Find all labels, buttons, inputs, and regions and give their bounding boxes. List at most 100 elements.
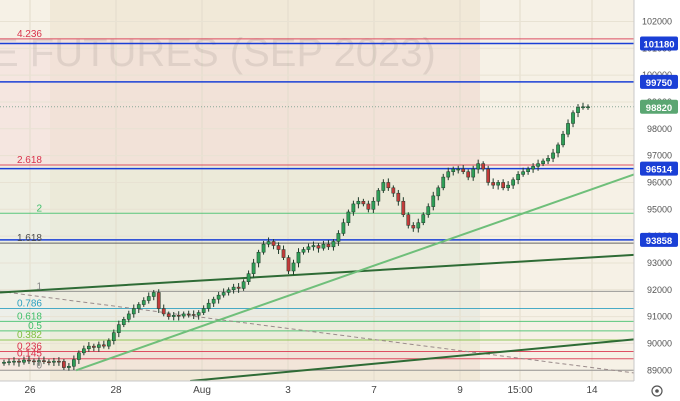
candle [32, 360, 36, 363]
candle [481, 163, 486, 170]
fib-label: 0 [36, 360, 42, 371]
candle [296, 251, 301, 264]
fib-label: 0.236 [17, 341, 42, 352]
price-tick-label: 89000 [647, 365, 672, 375]
fib-label: 0.618 [17, 311, 42, 322]
trendline [190, 338, 635, 382]
fib-zone [0, 351, 480, 359]
price-tick-label: 91000 [647, 312, 672, 322]
candle [181, 313, 186, 317]
candle [261, 243, 266, 253]
candle [121, 319, 126, 325]
candle [201, 308, 206, 313]
candle [326, 243, 331, 248]
fib-label: 1 [36, 281, 42, 292]
candle [221, 292, 226, 296]
price-badge-label: 98820 [646, 103, 672, 114]
dashed-trendline [0, 290, 635, 374]
candle [336, 233, 341, 242]
date-tick-label: 26 [24, 385, 36, 396]
candle [136, 304, 141, 309]
fib-zone [0, 165, 480, 214]
candle [37, 360, 41, 362]
candle [366, 203, 371, 210]
candle [536, 163, 540, 167]
candle [496, 182, 501, 186]
candle [206, 302, 211, 309]
price-badge [640, 99, 678, 114]
candle [236, 286, 241, 289]
fib-zone [0, 330, 480, 340]
date-tick-label: 28 [110, 385, 122, 396]
candle [421, 214, 426, 223]
trendline [0, 253, 635, 294]
fib-zone [0, 358, 480, 371]
candle [546, 158, 550, 162]
fib-zone [0, 243, 480, 292]
fib-label: 0.786 [17, 299, 42, 310]
candle [361, 200, 366, 205]
price-tick-label: 95000 [647, 204, 672, 214]
candle [301, 249, 306, 253]
candle [106, 340, 111, 347]
candle [311, 245, 316, 248]
candle [12, 360, 16, 363]
candle [241, 281, 246, 289]
candle [281, 249, 286, 258]
price-tick-label: 97000 [647, 151, 672, 161]
candle [541, 160, 545, 164]
candle [466, 171, 471, 178]
candle [446, 171, 451, 178]
settings-gear-icon[interactable] [651, 385, 663, 397]
price-tick-label: 102000 [642, 16, 672, 26]
candle [226, 289, 231, 293]
candle [27, 359, 31, 362]
candle [171, 315, 176, 317]
price-badge-label: 96514 [646, 165, 673, 176]
price-tick-label: 90000 [647, 338, 672, 348]
candle [141, 300, 146, 305]
candle [351, 203, 356, 213]
candle [511, 179, 515, 186]
date-tick-label: 3 [285, 385, 291, 396]
candle [306, 246, 311, 250]
price-badge-label: 93858 [646, 236, 672, 247]
candle [491, 182, 496, 186]
date-tick-label: Aug [193, 385, 211, 396]
date-tick-label: 14 [586, 385, 598, 396]
candle [42, 360, 46, 362]
price-tick-label: 92000 [647, 285, 672, 295]
candle [441, 176, 446, 189]
price-axis [634, 0, 680, 401]
candle [451, 168, 456, 172]
candle [386, 182, 391, 189]
candle [111, 332, 116, 342]
price-tick-label: 98000 [647, 124, 672, 134]
candle [381, 182, 386, 191]
candle [196, 312, 201, 316]
fib-label: 0.145 [17, 349, 42, 360]
candle [411, 225, 416, 229]
candle [211, 298, 216, 304]
candle [62, 361, 66, 368]
candle [586, 106, 590, 109]
candle [161, 308, 166, 315]
candle [216, 294, 221, 300]
candle [561, 133, 565, 146]
candle [166, 313, 171, 317]
time-axis [0, 381, 680, 401]
price-badge [640, 36, 678, 51]
candle [186, 313, 191, 316]
candle [77, 352, 81, 360]
candle [341, 222, 346, 234]
candle [87, 345, 91, 350]
candle [96, 344, 101, 348]
candle [251, 262, 256, 274]
candle [276, 245, 281, 250]
fib-zone-band [50, 0, 480, 381]
fib-label: 0.5 [28, 321, 42, 332]
date-tick-label: 7 [371, 385, 377, 396]
candle [246, 273, 251, 282]
candle [576, 107, 580, 113]
